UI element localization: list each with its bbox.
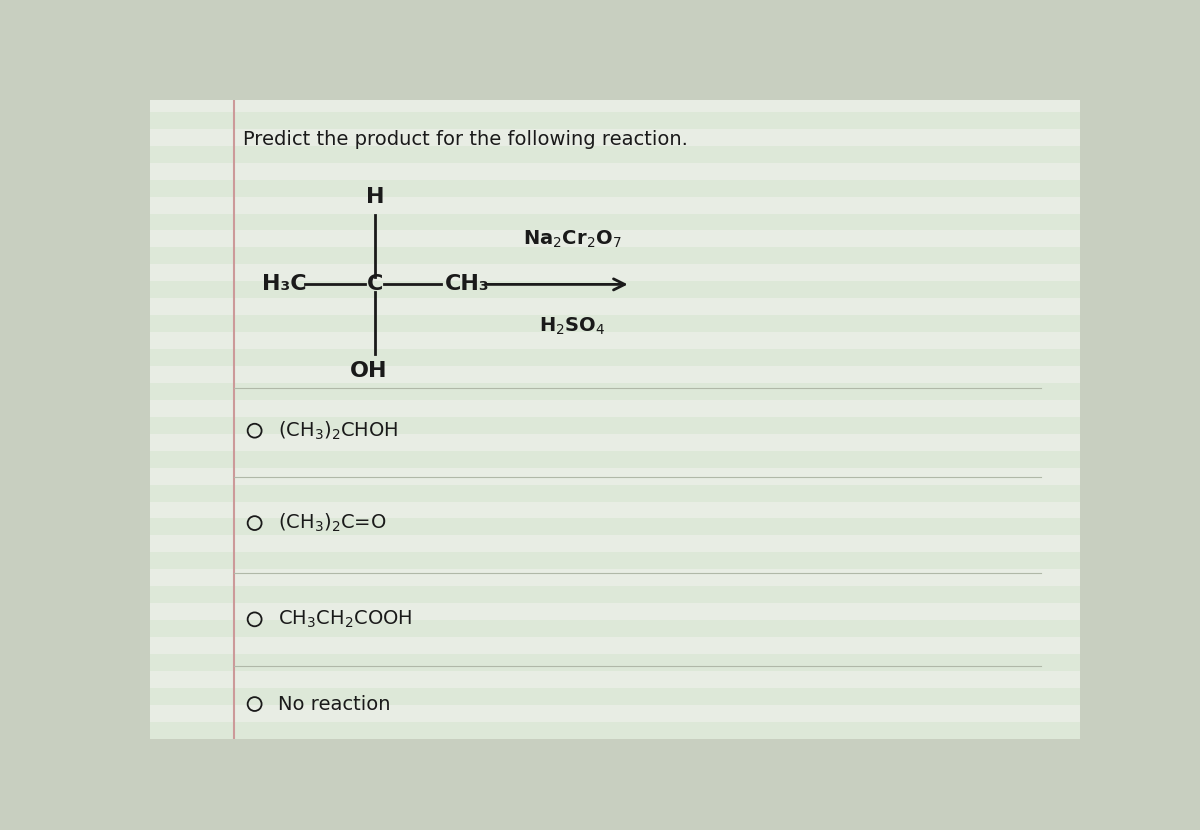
Bar [150, 213, 1080, 231]
Bar [150, 27, 1080, 44]
Text: (CH$_3$)$_2$C=O: (CH$_3$)$_2$C=O [278, 512, 386, 535]
Bar [150, 467, 1080, 485]
Bar [150, 298, 1080, 315]
Text: Predict the product for the following reaction.: Predict the product for the following re… [242, 130, 688, 149]
Bar [150, 281, 1080, 298]
Bar [150, 44, 1080, 61]
Bar [150, 603, 1080, 620]
Bar [150, 78, 1080, 95]
Bar [150, 417, 1080, 434]
Bar [150, 552, 1080, 569]
Bar [150, 383, 1080, 400]
Text: CH₃: CH₃ [444, 275, 490, 295]
Text: No reaction: No reaction [278, 695, 390, 714]
Text: CH$_3$CH$_2$COOH: CH$_3$CH$_2$COOH [278, 608, 412, 630]
Text: H₃C: H₃C [263, 275, 307, 295]
Bar [150, 61, 1080, 78]
Bar [150, 535, 1080, 552]
Bar [150, 95, 1080, 112]
Bar [150, 654, 1080, 671]
Bar [150, 501, 1080, 519]
Bar [150, 366, 1080, 383]
Text: H: H [366, 188, 384, 208]
Bar [150, 146, 1080, 163]
Bar [150, 688, 1080, 705]
Bar [150, 231, 1080, 247]
Text: C: C [366, 275, 383, 295]
Bar [150, 620, 1080, 637]
Bar [150, 671, 1080, 688]
Bar [150, 163, 1080, 179]
Text: (CH$_3$)$_2$CHOH: (CH$_3$)$_2$CHOH [278, 419, 398, 442]
Bar [150, 722, 1080, 739]
Bar [150, 451, 1080, 467]
Bar [150, 197, 1080, 213]
Bar [150, 349, 1080, 366]
Bar [150, 705, 1080, 722]
Bar [150, 519, 1080, 535]
Bar [150, 434, 1080, 451]
Bar [150, 637, 1080, 654]
Bar [150, 0, 1080, 10]
Bar [150, 247, 1080, 265]
Bar [150, 315, 1080, 332]
Bar [150, 332, 1080, 349]
Bar [150, 129, 1080, 146]
Bar [150, 179, 1080, 197]
Bar [150, 265, 1080, 281]
Bar [150, 485, 1080, 501]
Text: H$_2$SO$_4$: H$_2$SO$_4$ [539, 315, 606, 336]
Text: OH: OH [350, 361, 388, 382]
Bar [150, 586, 1080, 603]
Bar [150, 400, 1080, 417]
Text: Na$_2$Cr$_2$O$_7$: Na$_2$Cr$_2$O$_7$ [523, 228, 622, 250]
Bar [150, 10, 1080, 27]
Bar [150, 112, 1080, 129]
Bar [150, 569, 1080, 586]
